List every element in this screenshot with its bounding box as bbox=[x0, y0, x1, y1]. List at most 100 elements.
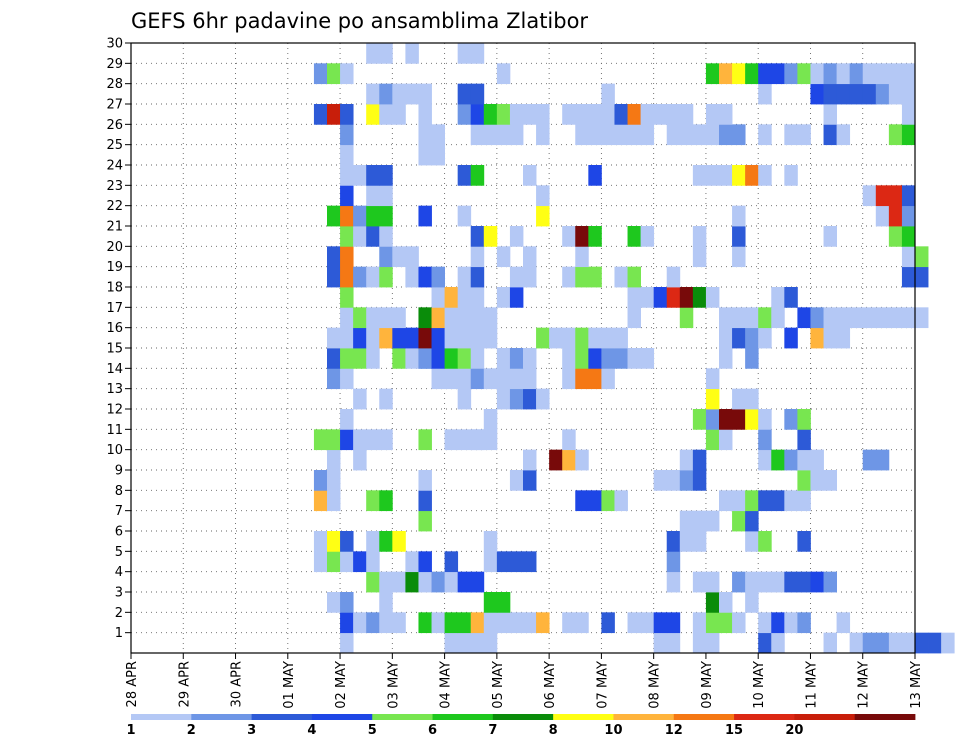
chart-title: GEFS 6hr padavine po ansamblima Zlatibor bbox=[131, 9, 588, 33]
precip-cell bbox=[666, 612, 681, 634]
y-tick-label: 18 bbox=[106, 281, 123, 296]
precip-cell bbox=[509, 124, 524, 146]
precip-cell bbox=[313, 104, 328, 125]
precip-cell bbox=[849, 63, 864, 85]
precip-cell bbox=[444, 307, 459, 329]
precip-cell bbox=[666, 266, 681, 288]
precip-cell bbox=[888, 632, 903, 654]
precip-cell bbox=[875, 307, 890, 329]
precip-cell bbox=[692, 124, 707, 146]
precip-cell bbox=[705, 165, 720, 186]
precip-cell bbox=[797, 63, 811, 85]
precip-cell bbox=[562, 226, 576, 247]
precip-cell bbox=[379, 226, 393, 247]
colorbar-label: 3 bbox=[247, 723, 256, 738]
precip-cell bbox=[758, 571, 772, 593]
precip-cell bbox=[888, 185, 903, 207]
precip-cell bbox=[366, 531, 380, 552]
y-tick-label: 11 bbox=[106, 423, 123, 438]
precip-cell bbox=[575, 104, 589, 125]
precip-cell bbox=[470, 327, 485, 349]
precip-cell bbox=[705, 592, 720, 613]
precip-cell bbox=[705, 510, 720, 532]
precip-cell bbox=[340, 287, 354, 308]
precip-cell bbox=[366, 551, 380, 573]
precip-cell bbox=[496, 368, 511, 390]
precip-cell bbox=[901, 632, 916, 654]
precip-cell bbox=[418, 266, 432, 288]
precip-cell bbox=[483, 124, 498, 146]
precip-cell bbox=[327, 368, 341, 390]
precip-cell bbox=[457, 632, 472, 654]
precip-cell bbox=[875, 83, 890, 105]
x-tick-label: 12 MAY bbox=[857, 661, 872, 709]
precip-cell bbox=[745, 531, 759, 552]
precip-cell bbox=[601, 368, 615, 390]
colorbar-label: 7 bbox=[488, 723, 497, 738]
precip-cell bbox=[444, 551, 459, 573]
precip-cell bbox=[496, 348, 511, 369]
precip-cell bbox=[784, 449, 798, 471]
precip-cell bbox=[627, 348, 641, 369]
precip-cell bbox=[353, 429, 367, 451]
precip-cell bbox=[366, 307, 380, 329]
precip-cell bbox=[353, 612, 367, 634]
precip-cell bbox=[431, 348, 445, 369]
precip-cell bbox=[562, 104, 576, 125]
y-tick-label: 23 bbox=[106, 179, 123, 194]
precip-cell bbox=[588, 165, 602, 186]
precip-cell bbox=[627, 307, 641, 329]
colorbar-legend: 1 2 3 4 5 6 7 8 10 12 15 20 bbox=[126, 714, 916, 738]
colorbar-swatch bbox=[432, 714, 494, 720]
precip-cell bbox=[810, 327, 824, 349]
y-tick-label: 5 bbox=[115, 545, 123, 560]
precip-cell bbox=[431, 368, 445, 390]
precip-cell bbox=[588, 348, 602, 369]
precip-cell bbox=[836, 307, 851, 329]
precip-cell bbox=[562, 429, 576, 451]
precip-cell bbox=[810, 449, 824, 471]
colorbar-swatch bbox=[794, 714, 856, 720]
colorbar-label: 6 bbox=[428, 723, 437, 738]
precip-cell bbox=[797, 531, 811, 552]
precip-cell bbox=[536, 124, 550, 146]
precip-cell bbox=[784, 63, 798, 85]
precip-cell bbox=[327, 531, 341, 552]
precip-cell bbox=[823, 307, 837, 329]
precip-cell bbox=[496, 592, 511, 613]
precip-cell bbox=[457, 307, 472, 329]
precip-cell bbox=[379, 531, 393, 552]
precip-cell bbox=[379, 266, 393, 288]
precip-cell bbox=[470, 429, 485, 451]
precip-cell bbox=[758, 409, 772, 430]
precip-cell bbox=[719, 348, 733, 369]
precip-cell bbox=[915, 307, 929, 329]
precip-cell bbox=[640, 124, 655, 146]
precip-cell bbox=[562, 348, 576, 369]
precip-cell bbox=[457, 368, 472, 390]
precip-cell bbox=[601, 83, 615, 105]
precip-cell bbox=[366, 205, 380, 227]
y-tick-label: 22 bbox=[106, 199, 123, 214]
precip-cell bbox=[692, 632, 707, 654]
precip-cell bbox=[601, 124, 615, 146]
x-tick-label: 07 MAY bbox=[595, 661, 610, 709]
precip-cell bbox=[823, 63, 837, 85]
precip-cell bbox=[823, 327, 837, 349]
precip-cell bbox=[732, 246, 746, 268]
precip-cell bbox=[862, 449, 877, 471]
precip-cell bbox=[653, 632, 668, 654]
precip-cell bbox=[771, 287, 785, 308]
precip-cell bbox=[340, 307, 354, 329]
precip-cell bbox=[692, 246, 707, 268]
colorbar-swatch bbox=[553, 714, 614, 720]
x-tick-label: 28 APR bbox=[125, 661, 140, 707]
precip-cell bbox=[392, 246, 406, 268]
precip-cell bbox=[353, 551, 367, 573]
x-tick-label: 05 MAY bbox=[491, 661, 506, 709]
precip-cell bbox=[496, 124, 511, 146]
precip-cell bbox=[340, 348, 354, 369]
precip-cell bbox=[444, 287, 459, 308]
precip-cell bbox=[888, 205, 903, 227]
